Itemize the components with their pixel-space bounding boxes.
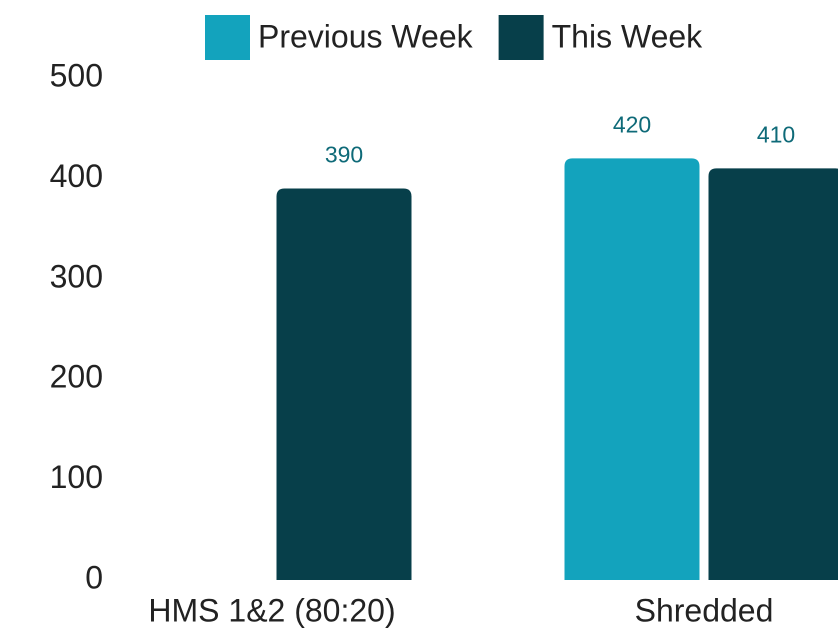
legend-swatch [498,15,544,60]
y-tick-label: 0 [85,559,103,595]
y-tick-label: 500 [50,57,103,93]
data-label: 410 [757,121,795,147]
legend-label: This Week [552,18,704,54]
data-label: 390 [325,142,363,168]
bar [276,188,412,580]
y-tick-label: 200 [50,359,103,395]
bar [564,158,700,580]
y-tick-label: 100 [50,459,103,495]
legend-swatch [205,15,250,60]
x-tick-label: Shredded [635,592,774,628]
legend-label: Previous Week [258,18,474,54]
data-label: 420 [613,111,651,137]
x-tick-label: HMS 1&2 (80:20) [148,592,395,628]
y-tick-label: 400 [50,158,103,194]
y-tick-label: 300 [50,258,103,294]
bar [708,168,838,580]
